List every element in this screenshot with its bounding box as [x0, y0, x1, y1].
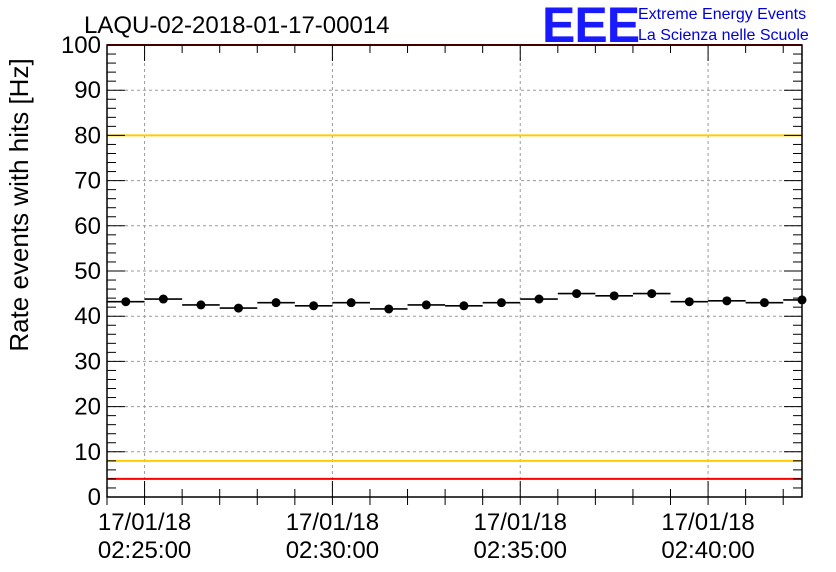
data-series [107, 289, 807, 314]
data-point [196, 300, 206, 310]
data-point [421, 300, 431, 310]
x-tick-label-time: 02:35:00 [474, 537, 567, 564]
x-tick-label-date: 17/01/18 [661, 509, 754, 536]
y-tick-label: 40 [74, 303, 101, 330]
y-tick-label: 20 [74, 394, 101, 421]
data-point [384, 304, 394, 314]
y-tick-label: 10 [74, 439, 101, 466]
data-point [309, 301, 319, 311]
eee-logo: EEE Extreme Energy Events La Scienza nel… [542, 0, 809, 53]
x-tick-labels: 17/01/1802:25:0017/01/1802:30:0017/01/18… [98, 509, 755, 564]
y-axis-label: Rate events with hits [Hz] [4, 58, 34, 351]
y-tick-label: 80 [74, 122, 101, 149]
y-tick-label: 60 [74, 213, 101, 240]
data-point [496, 298, 506, 308]
data-point [722, 296, 732, 306]
data-point [346, 298, 356, 308]
data-point [797, 295, 807, 305]
eee-logo-line2: La Scienza nelle Scuole [638, 27, 809, 44]
x-tick-label-date: 17/01/18 [98, 509, 191, 536]
y-tick-labels: 0 10 20 30 40 50 60 70 80 90 100 [61, 32, 101, 511]
grid [107, 45, 802, 497]
y-tick-label: 50 [74, 258, 101, 285]
data-point [647, 289, 657, 299]
reference-lines [107, 44, 802, 480]
data-point [534, 294, 544, 304]
axis-ticks [106, 44, 802, 505]
x-tick-label-time: 02:30:00 [286, 537, 379, 564]
data-point [609, 291, 619, 301]
y-tick-label: 30 [74, 348, 101, 375]
data-point [459, 301, 469, 311]
y-tick-label: 0 [88, 484, 101, 511]
data-point [121, 297, 131, 307]
chart-title: LAQU-02-2018-01-17-00014 [84, 12, 390, 39]
y-tick-label: 90 [74, 77, 101, 104]
x-tick-label-time: 02:25:00 [98, 537, 191, 564]
data-point [684, 297, 694, 307]
x-tick-label-time: 02:40:00 [661, 537, 754, 564]
data-point [271, 298, 281, 308]
x-tick-label-date: 17/01/18 [474, 509, 567, 536]
data-point [572, 289, 582, 299]
eee-logo-line1: Extreme Energy Events [638, 6, 806, 23]
data-point [158, 294, 168, 304]
y-tick-label: 100 [61, 32, 101, 59]
x-tick-label-date: 17/01/18 [286, 509, 379, 536]
y-tick-label: 70 [74, 168, 101, 195]
data-point [759, 298, 769, 308]
data-point [233, 303, 243, 313]
